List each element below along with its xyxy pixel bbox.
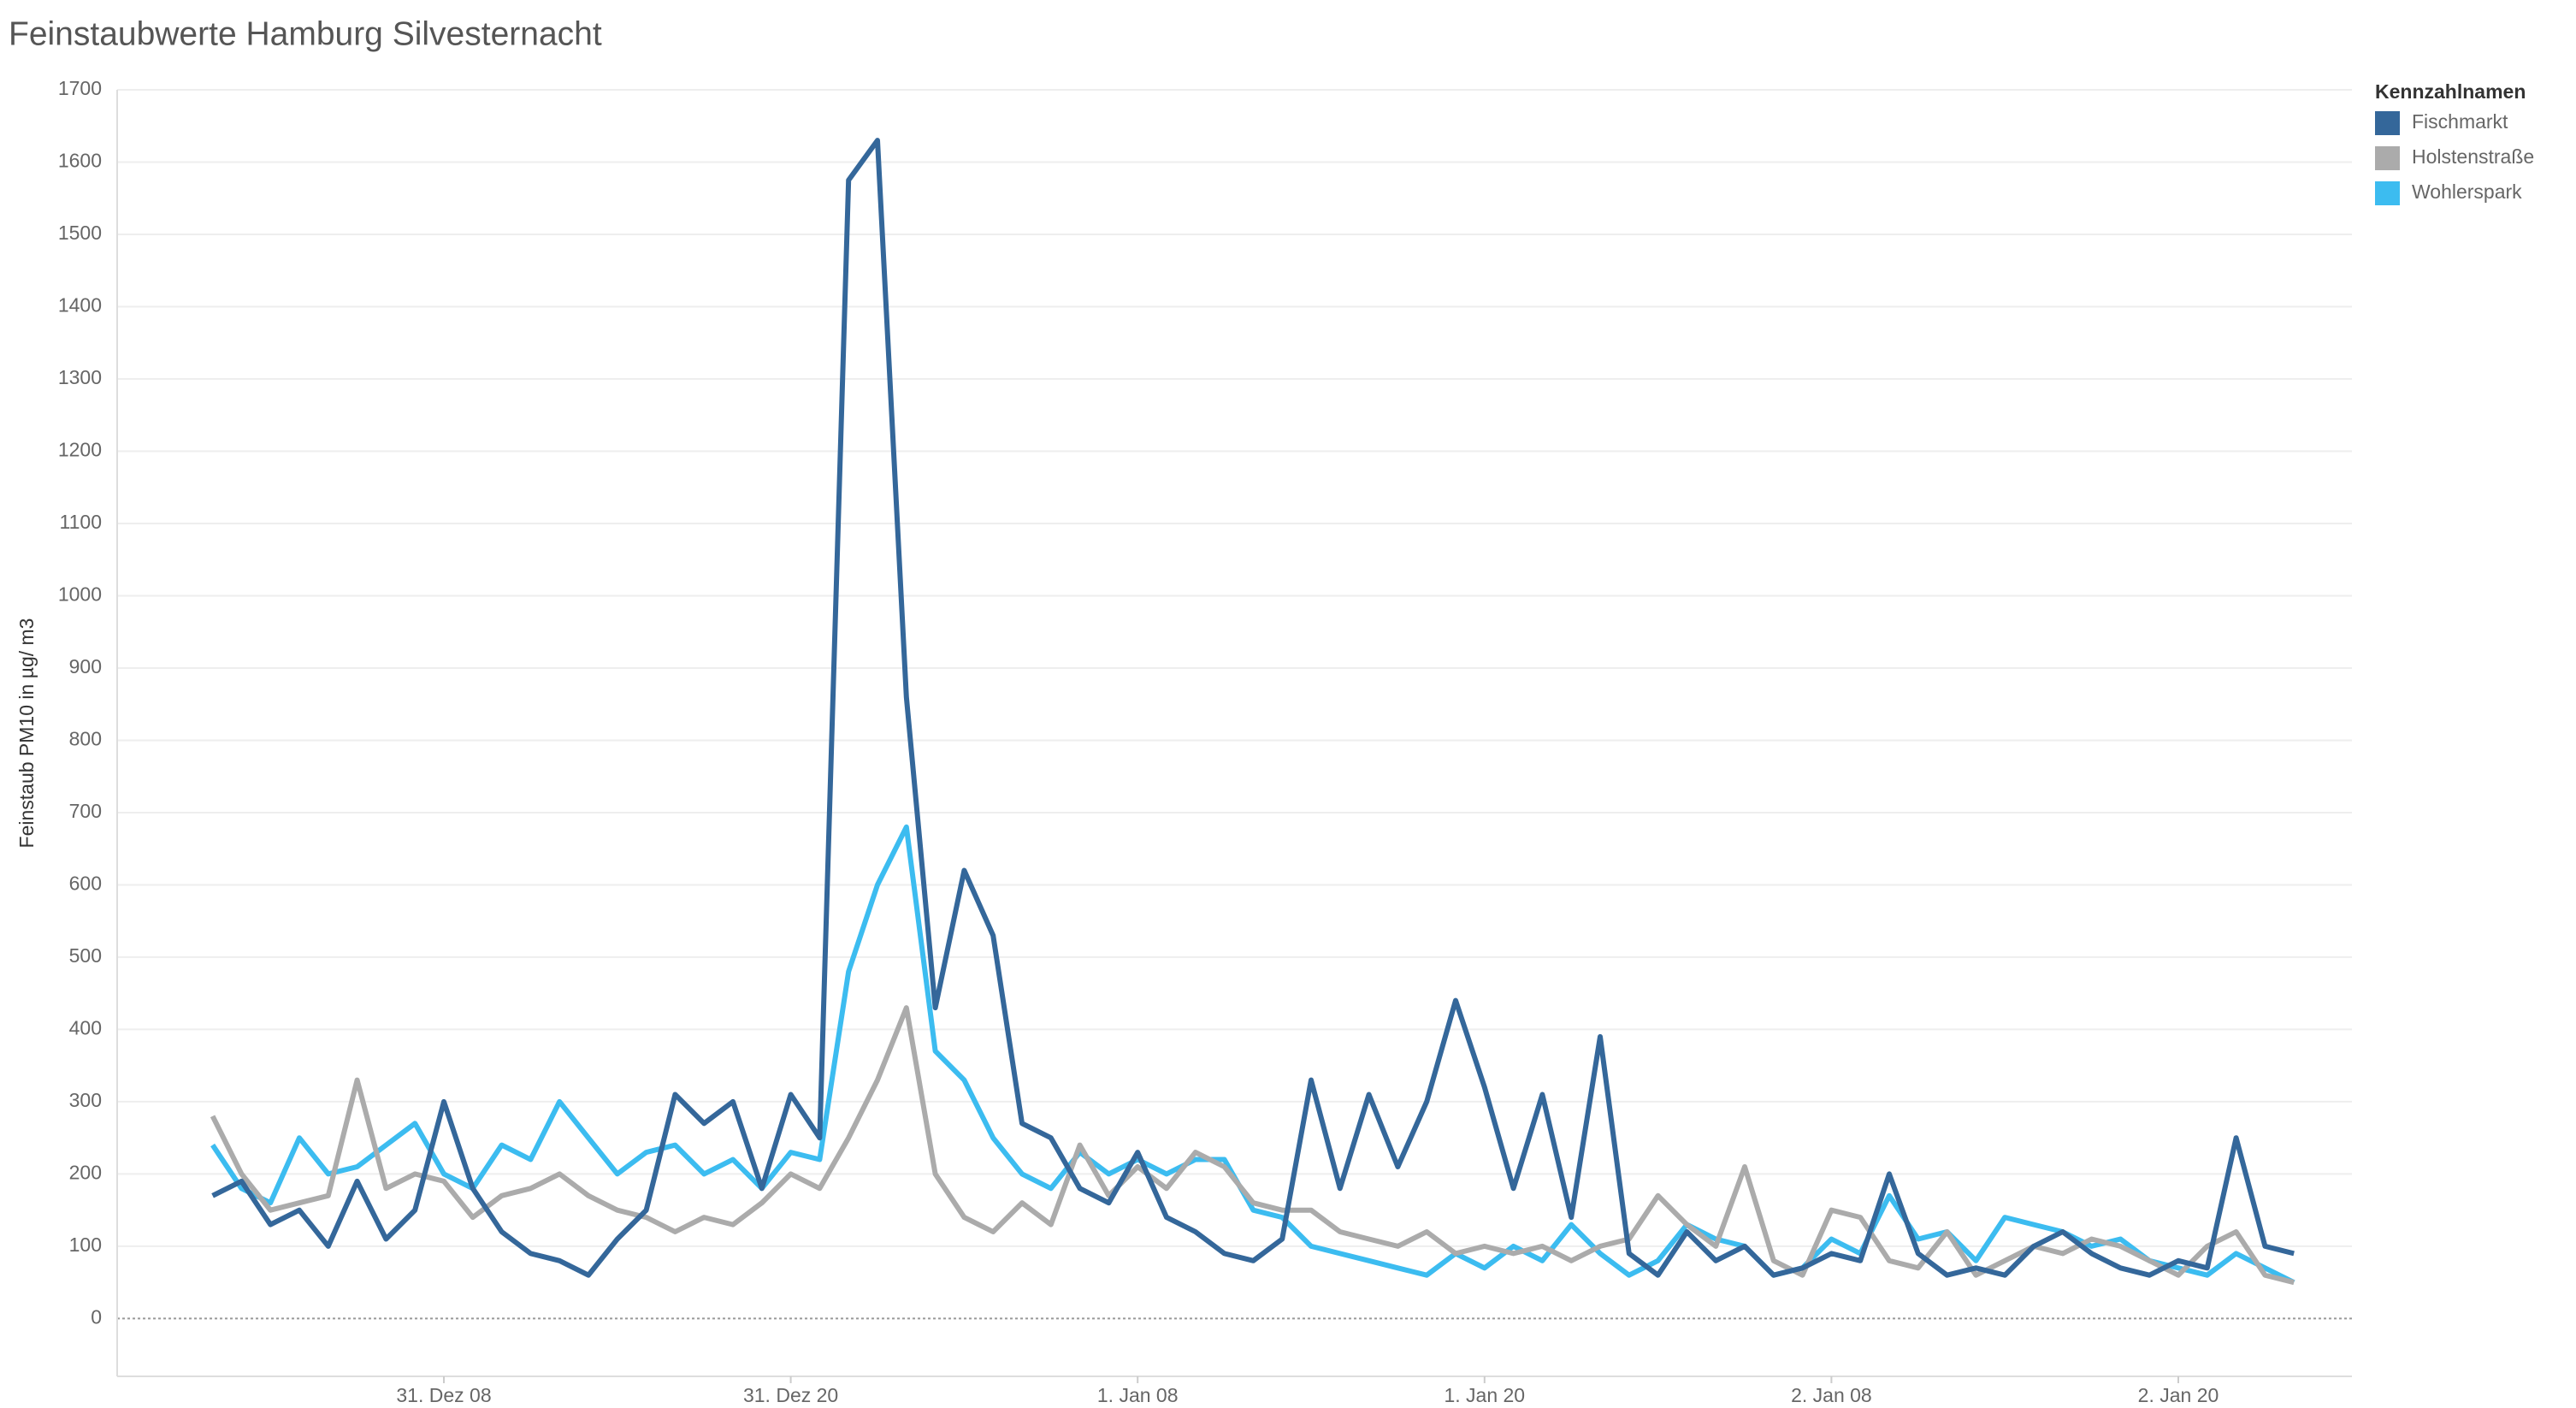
legend-label: Holstenstraße [2412,145,2534,168]
series-line [210,824,2295,1285]
y-tick-label: 600 [69,873,102,895]
x-tick-label: 31. Dez 20 [743,1384,838,1406]
x-tick-label: 2. Jan 08 [1791,1384,1872,1406]
x-tick-label: 31. Dez 08 [396,1384,491,1406]
x-tick-label: 1. Jan 08 [1097,1384,1179,1406]
y-tick-label: 400 [69,1017,102,1039]
y-tick-label: 1200 [58,439,102,461]
legend-swatch [2375,111,2400,135]
x-tick-label: 1. Jan 20 [1444,1384,1525,1406]
series-line [211,138,2295,1278]
y-tick-label: 200 [69,1161,102,1183]
chart-title: Feinstaubwerte Hamburg Silvesternacht [9,15,602,52]
y-tick-label: 1400 [58,294,102,317]
y-tick-label: 1700 [58,77,102,99]
y-tick-label: 1100 [60,511,102,533]
y-tick-label: 100 [69,1233,102,1256]
y-tick-label: 1000 [58,583,102,606]
x-tick-label: 2. Jan 20 [2138,1384,2219,1406]
legend-label: Wohlerspark [2412,180,2522,203]
y-tick-label: 700 [69,800,102,822]
y-tick-label: 800 [69,728,102,750]
y-tick-label: 1300 [58,366,102,388]
legend-swatch [2375,146,2400,170]
y-tick-label: 0 [91,1305,102,1328]
legend-swatch [2375,181,2400,205]
y-axis-label: Feinstaub PM10 in µg/ m3 [15,618,38,849]
y-tick-label: 1600 [58,150,102,172]
y-tick-label: 1500 [58,222,102,244]
legend-label: Fischmarkt [2412,110,2508,133]
y-tick-label: 500 [69,944,102,967]
series-line [210,1005,2295,1286]
legend-title: Kennzahlnamen [2375,80,2526,103]
y-tick-label: 900 [69,655,102,677]
y-tick-label: 300 [69,1089,102,1111]
